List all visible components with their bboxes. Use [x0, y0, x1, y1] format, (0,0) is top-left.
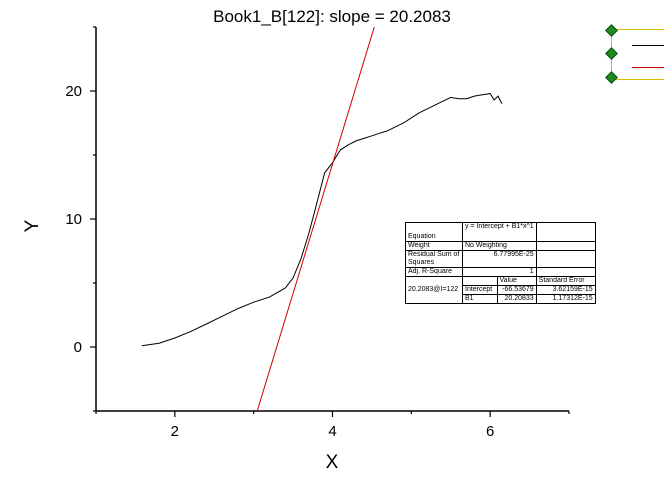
rss-value: 6.77995E-25	[462, 250, 537, 268]
legend-swatch-fit	[632, 67, 664, 68]
param-error: 3.62159E-15	[535, 285, 596, 295]
x-tick-label: 6	[486, 423, 494, 440]
fit-results-table: Equation y = Intercept + B1*x^1 Weight N…	[405, 222, 596, 304]
y-tick-label: 20	[65, 83, 82, 100]
param-header-error: Standard Error	[535, 276, 596, 286]
legend[interactable]	[611, 29, 664, 80]
fit-group-label: 20.2083@I=122	[405, 276, 463, 304]
weight-value: No Weighting	[462, 241, 537, 251]
chart-title: Book1_B[122]: slope = 20.2083	[213, 7, 451, 26]
y-tick-label: 0	[74, 339, 82, 356]
axis-ticks	[90, 26, 570, 417]
param-name: B1	[462, 294, 498, 304]
x-tick-label: 4	[328, 423, 336, 440]
legend-swatch-data	[632, 45, 664, 46]
x-tick-label: 2	[171, 423, 179, 440]
equation-label: Equation	[405, 222, 463, 242]
param-name: Intercept	[462, 285, 498, 295]
param-header-value: Value	[496, 276, 537, 286]
adj-r-square-value: 1	[462, 267, 537, 277]
param-value: -66.53679	[496, 285, 537, 295]
param-value: 20.20833	[496, 294, 537, 304]
y-tick-label: 10	[65, 211, 82, 228]
param-error: 1.17312E-15	[535, 294, 596, 304]
series-group	[141, 27, 503, 411]
weight-label: Weight	[405, 241, 463, 251]
linear-fit-line	[256, 27, 375, 411]
x-axis-title: X	[326, 452, 339, 473]
y-axis-title: Y	[22, 219, 43, 232]
adj-r-square-label: Adj. R-Square	[405, 267, 463, 277]
tick-labels: 2 4 6 0 10 20	[65, 83, 494, 440]
equation-value: y = Intercept + B1*x^1	[462, 222, 537, 242]
rss-label: Residual Sum of Squares	[405, 250, 463, 268]
data-series-line	[141, 93, 503, 347]
